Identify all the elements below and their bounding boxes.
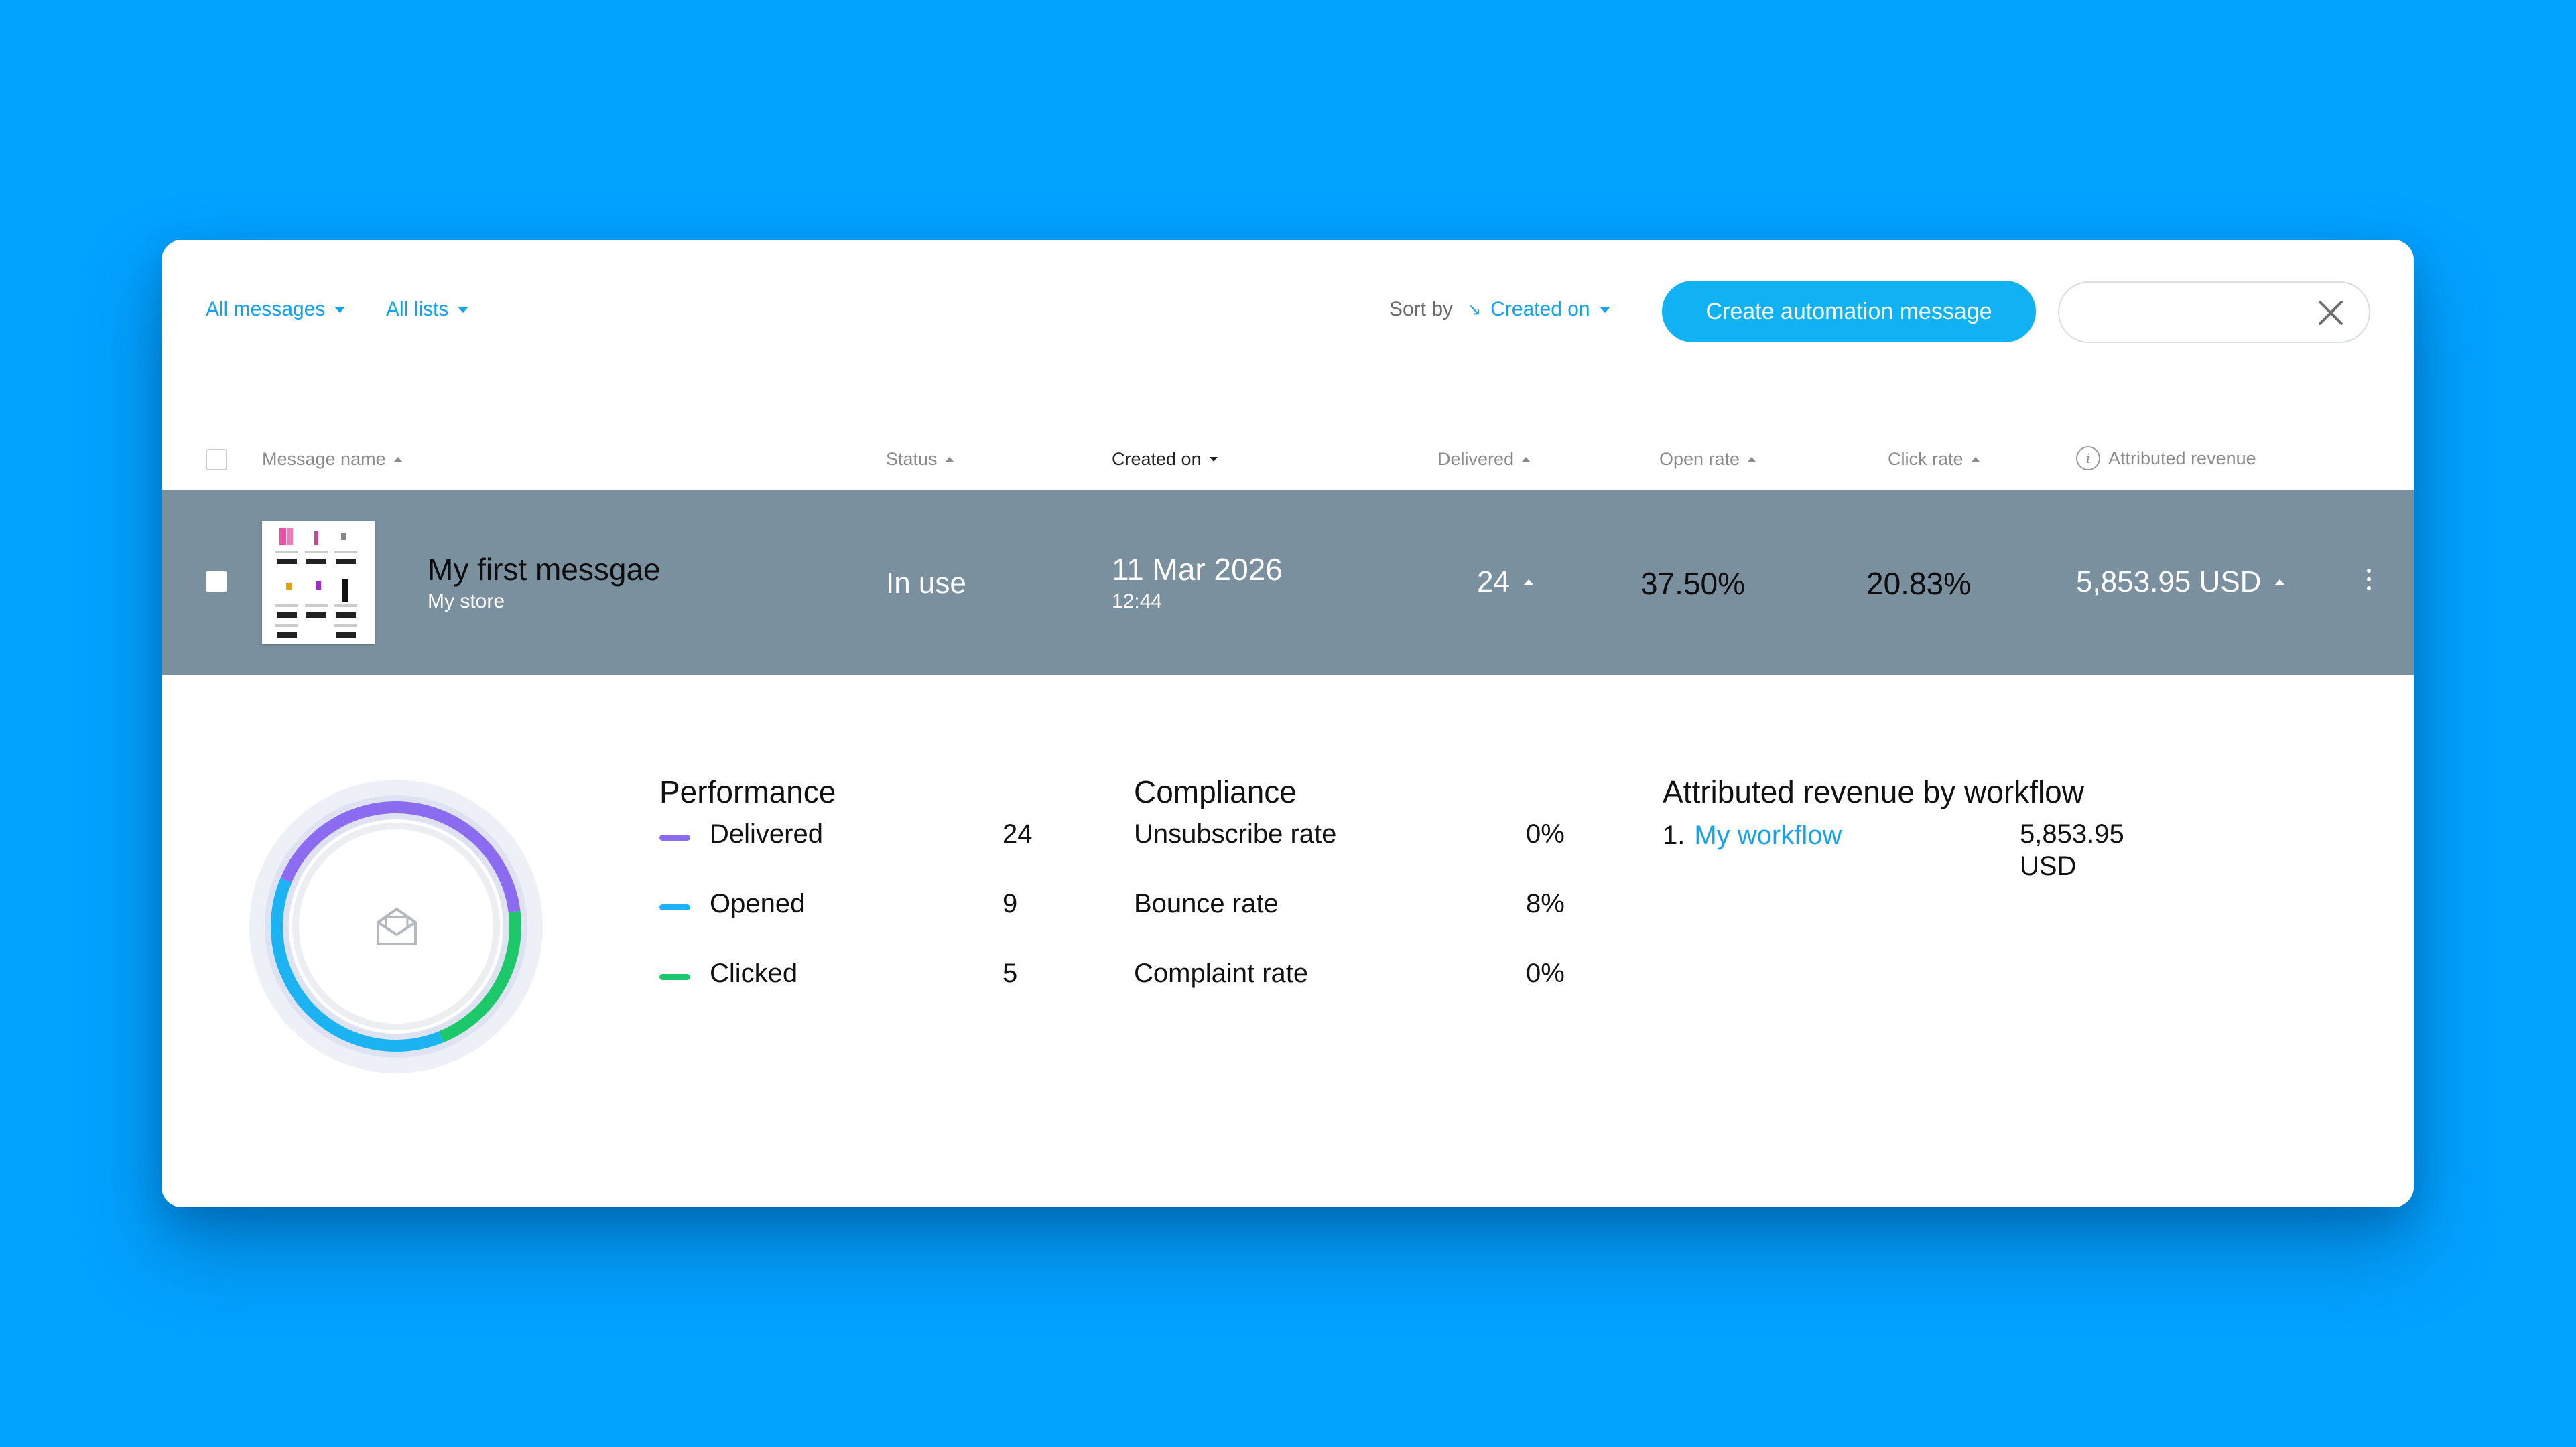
performance-item-clicked [659, 974, 690, 980]
sort-control: Sort by ↘ Created on [1389, 298, 1610, 321]
sort-up-icon [393, 457, 402, 462]
click-rate-value: 20.83% [1866, 566, 1972, 601]
performance-donut-chart [249, 780, 543, 1073]
expand-up-icon [2274, 579, 2286, 585]
performance-label: Delivered [710, 819, 823, 849]
column-header-label: Open rate [1659, 449, 1740, 469]
donut-segment-clicked [438, 910, 521, 1043]
sort-up-icon [1971, 457, 1980, 462]
create-automation-message-button[interactable]: Create automation message [1662, 281, 2036, 342]
chevron-down-icon [334, 306, 346, 313]
compliance-value: 0% [1526, 959, 1565, 988]
select-all-checkbox[interactable] [206, 449, 227, 470]
workflow-revenue-amount: 5,853.95 [2020, 819, 2124, 849]
performance-label: Opened [710, 889, 806, 918]
sort-up-icon [1522, 457, 1531, 462]
donut-segment-opened [271, 878, 444, 1052]
message-status: In use [886, 567, 966, 600]
compliance-value: 0% [1526, 819, 1565, 849]
created-date: 11 Mar 2026 [1112, 552, 1283, 587]
sort-down-icon [1209, 457, 1218, 462]
column-header-label: Status [886, 449, 938, 469]
row-checkbox[interactable] [206, 571, 227, 592]
compliance-label: Unsubscribe rate [1134, 819, 1337, 849]
chevron-down-icon [458, 306, 469, 313]
revenue-cell[interactable]: 5,853.95 USD [2076, 565, 2286, 599]
sort-by-label: Sort by [1389, 298, 1454, 320]
legend-swatch [659, 835, 690, 841]
legend-swatch [659, 904, 690, 910]
chevron-down-icon [1599, 306, 1610, 313]
performance-value: 9 [1003, 889, 1018, 918]
created-time: 12:44 [1112, 590, 1163, 612]
performance-label: Clicked [710, 959, 798, 988]
performance-value: 5 [1003, 959, 1018, 988]
sort-by-dropdown[interactable]: ↘ Created on [1468, 298, 1610, 321]
column-header-label: Delivered [1437, 449, 1515, 469]
messages-card: All messages All lists Sort by ↘ Created… [162, 240, 2414, 1207]
column-header-attributed-revenue[interactable]: i Attributed revenue [2076, 446, 2256, 470]
sort-by-value: Created on [1490, 298, 1590, 320]
email-preview-image [262, 521, 375, 644]
workflow-link[interactable]: My workflow [1694, 821, 1842, 850]
workflow-item: 1. My workflow [1663, 821, 1842, 851]
column-header-label: Message name [262, 449, 386, 469]
more-options-icon[interactable] [2367, 569, 2371, 590]
column-header-click-rate[interactable]: Click rate [1888, 449, 1980, 470]
donut-arcs [271, 801, 521, 1052]
donut-segment-delivered [280, 801, 521, 912]
performance-title: Performance [659, 774, 836, 809]
search-input[interactable] [2058, 281, 2370, 343]
filter-all-lists[interactable]: All lists [386, 298, 469, 321]
legend-swatch [659, 974, 690, 980]
column-header-message-name[interactable]: Message name [262, 449, 402, 470]
expand-up-icon [1523, 579, 1534, 585]
filter-all-messages[interactable]: All messages [206, 298, 346, 321]
sort-up-icon [945, 457, 954, 462]
delivered-value: 24 [1477, 565, 1510, 598]
performance-item-opened [659, 904, 690, 910]
compliance-title: Compliance [1134, 774, 1297, 809]
column-header-delivered[interactable]: Delivered [1437, 449, 1531, 470]
close-icon[interactable] [2317, 299, 2345, 327]
column-header-label: Created on [1112, 449, 1202, 469]
message-store: My store [428, 590, 505, 612]
column-header-label: Click rate [1888, 449, 1963, 469]
filter-all-lists-label: All lists [386, 298, 449, 320]
workflow-rank: 1. [1663, 821, 1685, 850]
message-name[interactable]: My first messgae [428, 552, 661, 587]
column-header-label: Attributed revenue [2108, 447, 2256, 468]
message-thumbnail[interactable] [262, 521, 375, 644]
compliance-value: 8% [1526, 889, 1565, 918]
open-rate-value: 37.50% [1640, 566, 1746, 601]
column-header-status[interactable]: Status [886, 449, 954, 470]
filter-all-messages-label: All messages [206, 298, 326, 320]
performance-item-delivered [659, 835, 690, 841]
sort-descending-icon: ↘ [1468, 300, 1482, 319]
performance-value: 24 [1003, 819, 1033, 849]
table-row[interactable]: My first messgae My store In use 11 Mar … [162, 490, 2414, 675]
info-icon[interactable]: i [2076, 446, 2100, 470]
compliance-label: Bounce rate [1134, 889, 1279, 918]
revenue-by-workflow-title: Attributed revenue by workflow [1663, 774, 2084, 809]
delivered-cell[interactable]: 24 [1477, 565, 1534, 599]
envelope-open-icon [377, 908, 417, 945]
column-header-open-rate[interactable]: Open rate [1659, 449, 1756, 470]
compliance-label: Complaint rate [1134, 959, 1309, 988]
workflow-revenue-currency: USD [2020, 851, 2077, 881]
revenue-value: 5,853.95 USD [2076, 565, 2262, 598]
sort-up-icon [1748, 457, 1756, 462]
column-header-created-on[interactable]: Created on [1112, 449, 1218, 470]
